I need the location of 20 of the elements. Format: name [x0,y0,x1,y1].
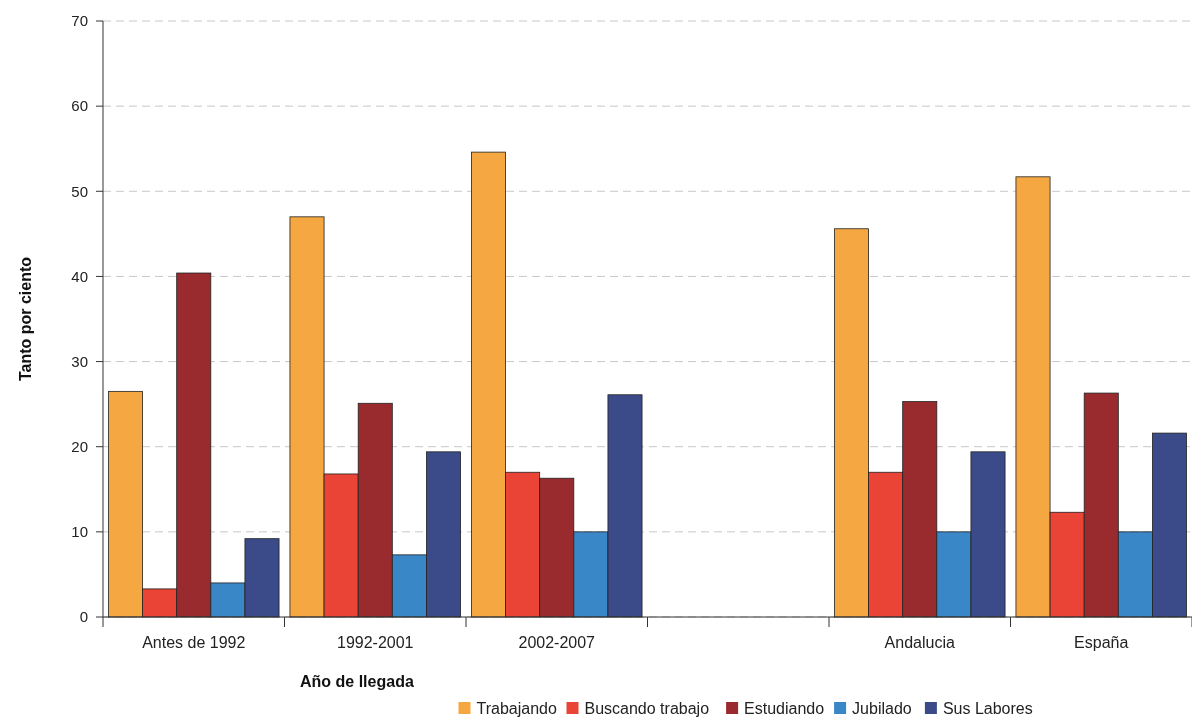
x-tick-label: Andalucia [884,634,955,651]
y-tick-label: 10 [71,523,88,541]
x-axis-title: Año de llegada [300,673,414,690]
y-tick-label: 30 [71,352,88,370]
y-tick-label: 50 [71,182,88,200]
legend-label: Sus Labores [942,700,1033,717]
x-tick-label: España [1074,634,1129,651]
x-tick-label: 1992-2001 [336,634,414,651]
legend-label: Trabajando [476,700,557,717]
y-tick-label: 70 [71,12,88,30]
x-tick-label: Antes de 1992 [142,634,246,651]
legend-label: Estudiando [744,700,825,717]
y-tick-label: 0 [79,608,88,626]
legend-label: Jubilado [852,700,912,717]
y-axis-title: Tanto por ciento [17,256,34,382]
y-tick-label: 40 [71,267,88,285]
y-tick-label: 20 [71,437,88,455]
y-tick-label: 60 [71,97,88,115]
legend-label: Buscando trabajo [584,700,710,717]
x-tick-label: 2002-2007 [518,634,596,651]
